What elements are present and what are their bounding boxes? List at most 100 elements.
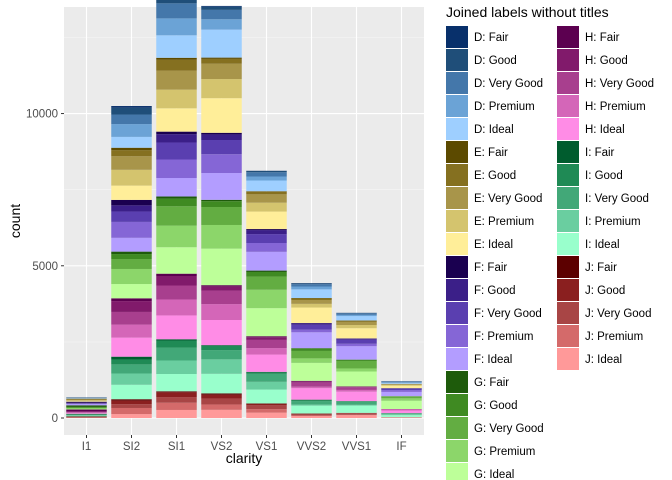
bar-segment (381, 384, 422, 385)
bar-segment (291, 382, 332, 387)
bar-segment (201, 248, 242, 286)
bar-segment (201, 154, 242, 174)
bar-segment (291, 350, 332, 359)
legend-key (446, 164, 468, 186)
legend-label: G: Good (474, 400, 517, 412)
bar-segment (246, 243, 287, 252)
legend-key (557, 72, 579, 94)
legend-label: H: Ideal (585, 124, 625, 136)
bar-segment (336, 314, 377, 317)
legend-label: E: Good (474, 170, 516, 182)
bar-segment (291, 413, 332, 415)
bar-segment (66, 412, 107, 414)
bar-segment (291, 329, 332, 333)
legend-label: G: Fair (474, 377, 509, 389)
y-tick-label: 10000 (26, 109, 58, 121)
bar-segment (246, 403, 287, 406)
bar-segment (336, 404, 377, 406)
bar-segment (201, 286, 242, 291)
bar-segment (201, 304, 242, 320)
bar-segment (381, 396, 422, 399)
legend-key (446, 463, 468, 480)
legend-key (446, 348, 468, 370)
x-tick-label: I1 (82, 441, 92, 453)
bar-segment (291, 381, 332, 383)
legend-key (557, 256, 579, 278)
bar-segment (156, 360, 197, 375)
bar-segment (66, 407, 107, 410)
bar-segment (66, 415, 107, 417)
legend-key (446, 26, 468, 48)
legend-key (446, 141, 468, 163)
bar-segment (246, 180, 287, 192)
bar-segment (336, 413, 377, 415)
bar-segment (66, 411, 107, 413)
bar-segment (246, 409, 287, 413)
legend-label: D: Premium (474, 101, 535, 113)
bar-segment (201, 98, 242, 133)
bar-segment (201, 345, 242, 346)
bar-segment (201, 132, 242, 135)
bar-segment (111, 156, 152, 170)
bar-segment (336, 320, 377, 322)
legend-label: E: Ideal (474, 239, 513, 251)
x-tick-label: VVS1 (342, 441, 371, 453)
bar-segment (246, 271, 287, 277)
bar-segment (156, 285, 197, 300)
bar-segment (156, 134, 197, 143)
bar-segment (156, 397, 197, 403)
bar-segment (246, 191, 287, 195)
bar-segment (66, 401, 107, 402)
bar-segment (336, 401, 377, 402)
bar-segment (201, 173, 242, 200)
bar-segment (66, 413, 107, 414)
bar-segment (291, 388, 332, 400)
bar-segment (246, 170, 287, 173)
bar-segment (201, 199, 242, 202)
legend-key (446, 325, 468, 347)
legend-label: F: Good (474, 285, 516, 297)
bar-segment (66, 401, 107, 403)
bar-segment (246, 372, 287, 374)
legend-key (446, 233, 468, 255)
bar-segment (201, 207, 242, 225)
bar-segment (336, 405, 377, 413)
bar-segment (111, 169, 152, 186)
bar-segment (246, 405, 287, 410)
bar-segment (246, 308, 287, 337)
legend-key (446, 49, 468, 71)
bar-segment (156, 59, 197, 71)
bar-segment (201, 9, 242, 20)
bar-segment (291, 286, 332, 290)
bar-segment (336, 401, 377, 405)
bar-segment (156, 340, 197, 348)
legend-label: I: Good (585, 170, 623, 182)
legend-key (557, 302, 579, 324)
bar-segment (156, 347, 197, 361)
bar-segment (246, 336, 287, 338)
legend-key (446, 210, 468, 232)
bar-segment (111, 356, 152, 360)
bar-segment (381, 414, 422, 416)
bar-segment (201, 224, 242, 249)
bar-segment (111, 311, 152, 325)
bar-segment (201, 19, 242, 30)
bar-segment (336, 368, 377, 372)
bar-segment (201, 63, 242, 80)
x-tick-label: VS1 (256, 441, 278, 453)
bar-segment (246, 289, 287, 309)
legend-label: E: Fair (474, 147, 508, 159)
bar-segment (111, 298, 152, 302)
bar-segment (111, 150, 152, 157)
x-axis-title: clarity (226, 450, 263, 466)
bar-segment (291, 332, 332, 349)
bar-segment (156, 392, 197, 398)
legend-label: D: Good (474, 55, 517, 67)
bar-segment (381, 409, 422, 411)
x-tick-label: SI2 (123, 441, 140, 453)
bar-segment (156, 18, 197, 36)
bar-segment (156, 339, 197, 341)
bar-segment (336, 346, 377, 360)
bar-segment (336, 328, 377, 339)
bars (66, 0, 422, 418)
